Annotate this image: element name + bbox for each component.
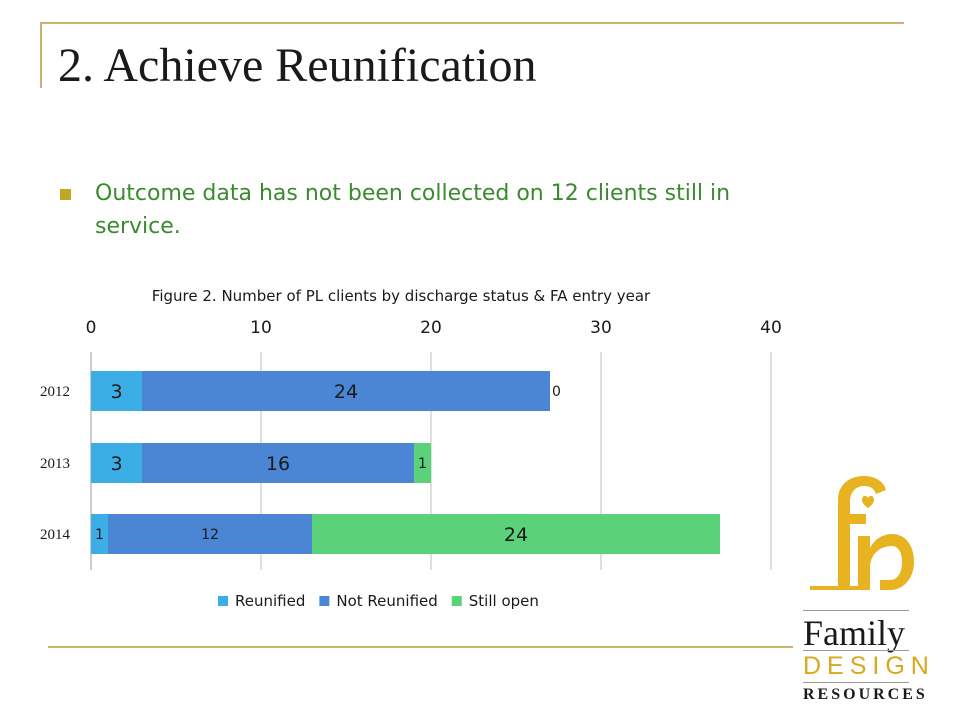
left-rule xyxy=(40,22,42,88)
top-rule xyxy=(40,22,904,24)
bar-2014-reunified xyxy=(91,514,108,554)
data-label: 16 xyxy=(266,453,290,475)
logo-monogram-r xyxy=(858,534,914,590)
logo-monogram-f xyxy=(838,476,886,590)
bar-2013-not-reunified xyxy=(142,443,414,483)
bullet-marker xyxy=(60,189,71,200)
chart-title: Figure 2. Number of PL clients by discha… xyxy=(152,287,651,305)
x-tick-label: 20 xyxy=(420,318,442,338)
legend-swatch-reunified xyxy=(218,596,228,606)
legend-label: Reunified xyxy=(235,592,305,610)
x-tick-label: 0 xyxy=(86,318,97,338)
data-label: 3 xyxy=(110,453,122,475)
data-label: 0 xyxy=(552,384,561,400)
bar-2013-still-open xyxy=(414,443,431,483)
bar-2014-still-open xyxy=(312,514,720,554)
data-label: 3 xyxy=(110,381,122,403)
legend-label: Still open xyxy=(469,592,539,610)
y-tick-label: 2014 xyxy=(40,527,71,543)
data-label: 24 xyxy=(334,381,358,403)
data-label: 12 xyxy=(201,527,219,543)
x-tick-label: 10 xyxy=(250,318,272,338)
logo-word-resources: RESOURCES xyxy=(803,686,928,703)
logo-divider-middle xyxy=(803,650,909,651)
y-tick-label: 2013 xyxy=(40,456,70,472)
bar-2014-not-reunified xyxy=(108,514,312,554)
x-tick-label: 30 xyxy=(590,318,612,338)
logo-word-family: Family xyxy=(803,613,906,653)
logo-heart xyxy=(862,495,874,508)
data-label: 1 xyxy=(95,527,104,543)
legend-label: Not Reunified xyxy=(336,592,437,610)
bullet-text: Outcome data has not been collected on 1… xyxy=(95,181,731,239)
bar-2013-reunified xyxy=(91,443,142,483)
family-design-resources-logo xyxy=(810,476,914,590)
x-tick-label: 40 xyxy=(760,318,782,338)
logo-word-design: DESIGN xyxy=(803,652,935,680)
y-tick-label: 2012 xyxy=(40,384,70,400)
bottom-rule xyxy=(48,646,793,648)
bar-2012-not-reunified xyxy=(142,371,550,411)
legend-swatch-still-open xyxy=(451,596,462,606)
data-label: 1 xyxy=(418,456,427,472)
bar-2012-reunified xyxy=(91,371,142,411)
logo-divider-top xyxy=(803,610,909,611)
legend-swatch-not-reunified xyxy=(319,596,330,606)
data-label: 24 xyxy=(504,524,528,546)
slide-title: 2. Achieve Reunification xyxy=(58,39,537,92)
logo-divider-lower xyxy=(803,682,909,683)
